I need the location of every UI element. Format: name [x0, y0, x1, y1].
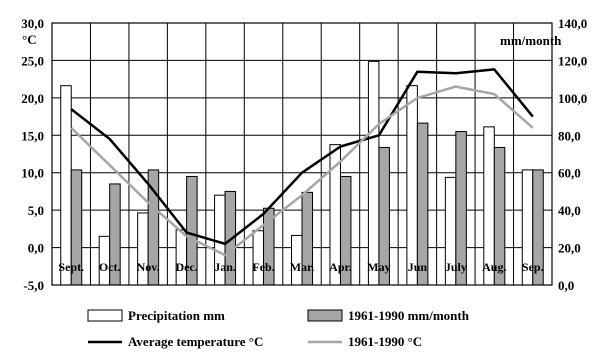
x-tick-label: Sept.: [58, 260, 84, 274]
x-tick-label: Dec.: [175, 260, 197, 274]
left-tick-label: -5,0: [23, 278, 44, 293]
right-tick-label: 0,0: [558, 278, 574, 293]
left-tick-label: 30,0: [21, 16, 44, 31]
x-tick-label: July: [445, 260, 467, 274]
normal-temperature-line: [70, 85, 534, 257]
right-tick-label: 60,0: [558, 166, 581, 181]
right-tick-label: 100,0: [558, 91, 587, 106]
right-axis-label: mm/month: [500, 33, 562, 48]
legend-swatch: [307, 309, 343, 322]
x-tick-label: Feb.: [252, 260, 274, 274]
left-tick-label: 25,0: [21, 53, 44, 68]
x-tick-label: Sep.: [522, 260, 544, 274]
precipitation-bar: [367, 60, 380, 286]
x-tick-label: Nov.: [137, 260, 160, 274]
legend-label: Precipitation mm: [128, 308, 225, 323]
left-tick-label: 10,0: [21, 166, 44, 181]
legend-label: Average temperature °C: [128, 334, 263, 349]
precipitation-bar: [60, 85, 72, 286]
left-tick-labels: -5,0 0,0 5,0 10,0 15,0 20,0 25,0 30,0: [21, 16, 44, 293]
plot-frame: [51, 22, 553, 286]
legend: Precipitation mm 1961-1990 mm/month Averag…: [87, 308, 470, 349]
left-tick-label: 5,0: [28, 203, 44, 218]
x-tick-label: May: [367, 260, 390, 274]
right-tick-label: 120,0: [558, 53, 587, 68]
average-temperature-line: [70, 68, 534, 246]
right-tick-label: 140,0: [558, 16, 587, 31]
legend-swatch: [87, 309, 123, 322]
legend-label: 1961-1990 mm/month: [348, 308, 470, 323]
x-tick-label: Mar.: [290, 260, 315, 274]
lines: [70, 68, 534, 257]
left-axis-label: °C: [22, 32, 37, 47]
precipitation-bar: [252, 230, 265, 286]
right-tick-label: 20,0: [558, 241, 581, 256]
left-tick-label: 0,0: [28, 241, 44, 256]
axes: [51, 22, 553, 286]
left-tick-label: 20,0: [21, 91, 44, 106]
precipitation-bar: [175, 229, 188, 286]
x-tick-label: Jun: [408, 260, 428, 274]
x-tick-label: Jan.: [214, 260, 236, 274]
right-tick-labels: 0,0 20,0 40,0 60,0 80,0 100,0 120,0 140,0: [558, 16, 587, 293]
left-tick-label: 15,0: [21, 128, 44, 143]
x-tick-label: Apr.: [329, 260, 352, 274]
right-tick-label: 80,0: [558, 128, 581, 143]
precipitation-bar: [137, 212, 149, 286]
right-tick-label: 40,0: [558, 203, 581, 218]
bars: [60, 60, 544, 286]
precipitation-bar: [406, 85, 418, 286]
legend-label: 1961-1990 °C: [348, 334, 422, 349]
x-tick-label: Oct.: [99, 260, 121, 274]
x-tick-labels: Sept. Oct. Nov. Dec. Jan. Feb. Mar. Apr. May Jun J…: [58, 260, 543, 274]
x-tick-label: Aug.: [482, 260, 506, 274]
